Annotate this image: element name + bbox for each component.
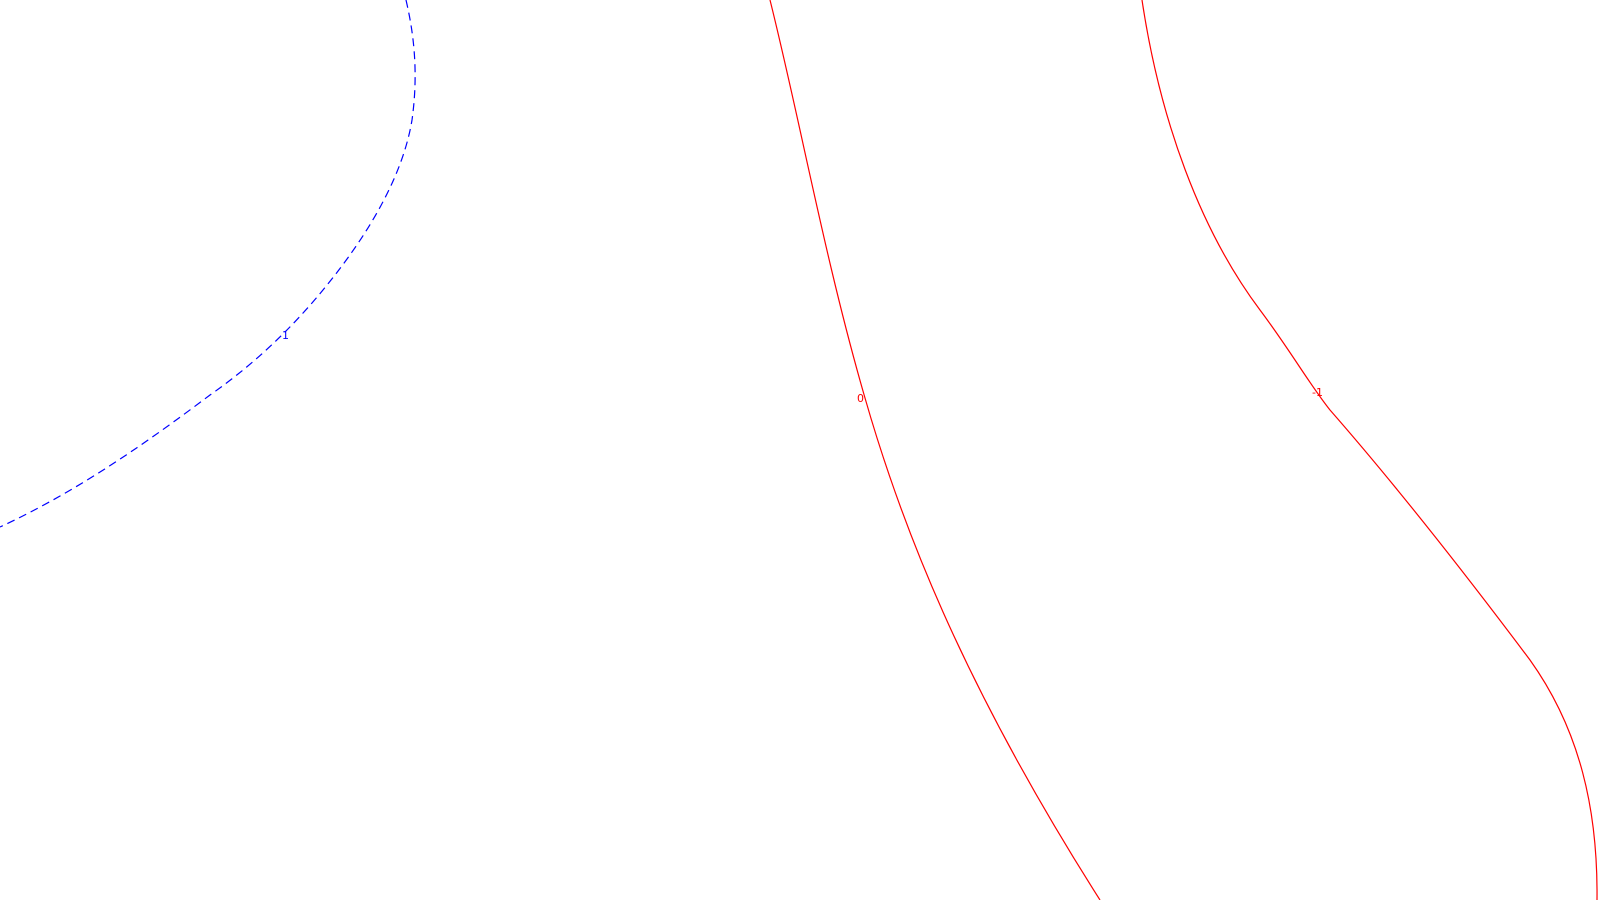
contour-label-zero: 0 (857, 392, 864, 405)
contour-label-negative: -1 (1312, 386, 1323, 399)
contour-line-zero (769, 0, 1101, 900)
contour-line-negative (1141, 0, 1598, 900)
contour-line-positive (0, 0, 416, 528)
contour-label-positive: 1 (282, 329, 289, 342)
